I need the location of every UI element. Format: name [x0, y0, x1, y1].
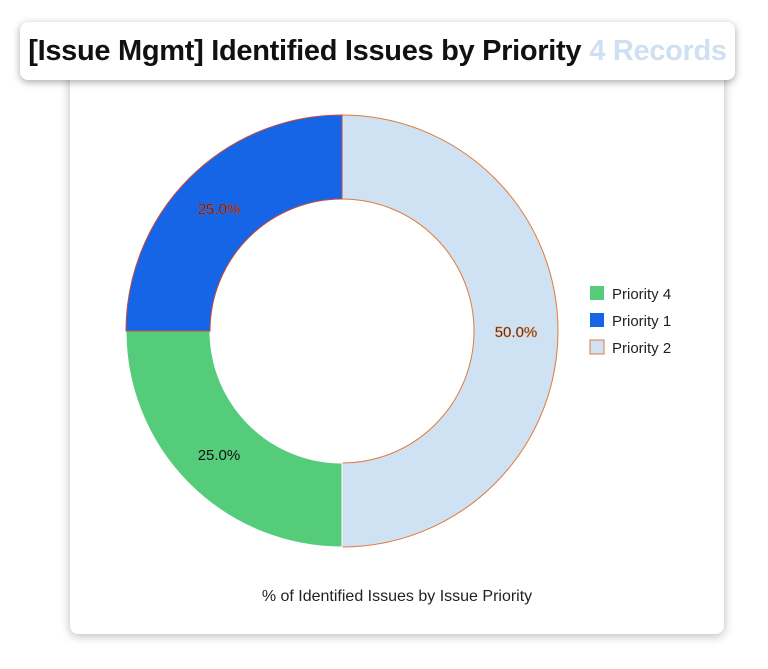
slice-label-priority-4: 25.0% — [198, 447, 241, 464]
legend-label-priority-4: Priority 4 — [612, 286, 671, 303]
record-count[interactable]: 4 Records — [589, 34, 727, 67]
chart-caption: % of Identified Issues by Issue Priority — [261, 588, 533, 605]
legend-item-priority-4[interactable]: Priority 4 — [590, 286, 671, 303]
legend-label-priority-1: Priority 1 — [612, 313, 671, 330]
legend-item-priority-1[interactable]: Priority 1 — [590, 313, 671, 330]
slice-priority-1[interactable] — [125, 114, 343, 332]
slice-priority-2[interactable] — [341, 114, 559, 548]
slice-label-priority-2: 50.0% — [495, 324, 538, 341]
legend-item-priority-2[interactable]: Priority 2 — [589, 339, 671, 357]
chart-title: [Issue Mgmt] Identified Issues by Priori… — [28, 34, 582, 67]
chart-title-bar: [Issue Mgmt] Identified Issues by Priori… — [20, 22, 735, 80]
legend-swatch-priority-4 — [590, 286, 604, 300]
slice-label-priority-1: 25.0% — [198, 201, 241, 218]
slice-priority-4[interactable] — [125, 330, 343, 548]
legend-label-priority-2: Priority 2 — [612, 340, 671, 357]
legend-swatch-priority-2 — [589, 339, 605, 355]
legend-swatch-priority-1 — [590, 313, 604, 327]
